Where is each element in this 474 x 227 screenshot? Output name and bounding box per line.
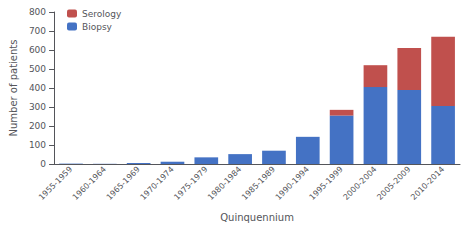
svg-text:2010-2014: 2010-2014 xyxy=(409,165,446,202)
svg-text:200: 200 xyxy=(29,121,46,131)
svg-text:1960-1964: 1960-1964 xyxy=(71,165,108,202)
svg-text:2000-2004: 2000-2004 xyxy=(341,165,378,202)
svg-text:2005-2009: 2005-2009 xyxy=(375,165,412,202)
svg-text:1955-1959: 1955-1959 xyxy=(37,165,74,202)
svg-text:1965-1969: 1965-1969 xyxy=(105,165,142,202)
svg-text:1995-1999: 1995-1999 xyxy=(308,165,345,202)
svg-text:Quinquennium: Quinquennium xyxy=(220,212,294,223)
svg-text:1975-1979: 1975-1979 xyxy=(172,165,209,202)
svg-text:Number of patients: Number of patients xyxy=(8,40,19,137)
svg-text:700: 700 xyxy=(29,26,46,36)
svg-text:1990-1994: 1990-1994 xyxy=(274,165,311,202)
svg-text:Serology: Serology xyxy=(82,9,122,19)
svg-text:Biopsy: Biopsy xyxy=(82,22,113,32)
svg-text:600: 600 xyxy=(29,45,46,55)
svg-text:1970-1974: 1970-1974 xyxy=(139,165,176,202)
svg-text:300: 300 xyxy=(29,102,46,112)
svg-text:100: 100 xyxy=(29,140,46,150)
svg-text:1985-1989: 1985-1989 xyxy=(240,165,277,202)
svg-text:800: 800 xyxy=(29,7,46,17)
svg-text:400: 400 xyxy=(29,83,46,93)
svg-text:500: 500 xyxy=(29,64,46,74)
svg-text:0: 0 xyxy=(40,159,46,169)
svg-text:1980-1984: 1980-1984 xyxy=(206,165,243,202)
